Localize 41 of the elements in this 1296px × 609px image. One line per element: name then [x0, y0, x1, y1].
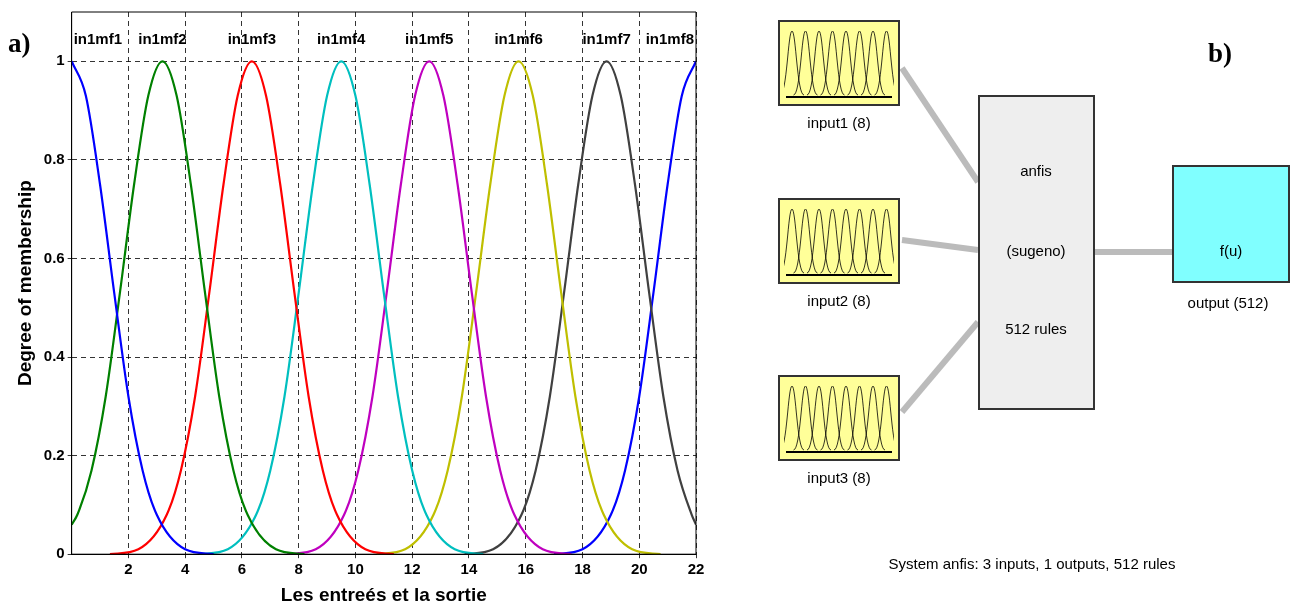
x-tick-label: 20: [630, 560, 648, 578]
line-series: [71, 60, 215, 555]
x-tick-label: 10: [347, 560, 364, 578]
y-axis-title: Degree of membership: [13, 180, 35, 387]
x-tick-label: 4: [181, 560, 190, 578]
x-tick-label: 18: [574, 560, 591, 578]
text: b): [1208, 38, 1233, 69]
text: input3 (8): [807, 469, 871, 486]
series-label: in1mf3: [227, 29, 277, 47]
y-tick-label: 0.8: [43, 150, 65, 168]
x-tick-label: 8: [294, 560, 303, 578]
text: f(u): [1219, 242, 1243, 259]
series-label: in1mf4: [317, 29, 367, 47]
x-tick-label: 2: [124, 560, 133, 578]
x-tick-label: 22: [687, 560, 705, 578]
text: anfis: [1020, 162, 1052, 179]
y-tick-label: 0.2: [43, 445, 65, 463]
y-tick-label: 0.6: [43, 248, 65, 266]
y-tick-label: 0.4: [43, 347, 66, 365]
series-label: in1mf7: [582, 29, 631, 47]
series-label: in1mf5: [405, 29, 454, 47]
x-tick-label: 14: [460, 560, 478, 578]
text: input1 (8): [807, 114, 871, 131]
text: System anfis: 3 inputs, 1 outputs, 512 rules: [888, 555, 1176, 572]
series-label: in1mf1: [73, 29, 123, 47]
x-tick-label: 12: [403, 560, 421, 578]
text: output (512): [1187, 294, 1269, 311]
series-label: in1mf6: [494, 29, 543, 47]
line-series: [108, 60, 395, 555]
series-label: in1mf2: [138, 29, 187, 47]
y-tick-label: 1: [56, 51, 65, 69]
text: input2 (8): [807, 292, 871, 309]
text: 512 rules: [1005, 320, 1067, 337]
text: (sugeno): [1006, 242, 1066, 259]
y-tick-label: 0: [56, 544, 65, 562]
x-tick-label: 6: [237, 560, 247, 578]
line-series: [71, 60, 306, 555]
x-tick-label: 16: [517, 560, 535, 578]
text: a): [8, 28, 31, 59]
x-axis-title: Les entreés et la sortie: [280, 583, 487, 605]
series-label: in1mf8: [645, 29, 695, 47]
